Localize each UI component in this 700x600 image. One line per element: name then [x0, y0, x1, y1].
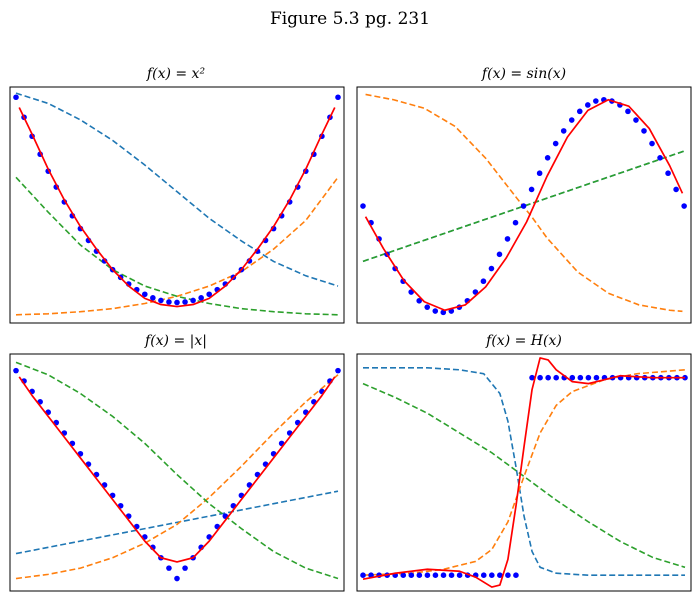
data-point: [520, 203, 527, 209]
data-point: [182, 565, 188, 571]
data-point: [472, 289, 479, 295]
data-point: [625, 108, 631, 115]
data-point: [360, 572, 366, 578]
basis-line-3: [362, 150, 686, 263]
data-point: [174, 299, 180, 306]
data-point: [536, 170, 543, 177]
data-point: [585, 102, 591, 108]
data-point: [416, 297, 423, 304]
data-point: [166, 299, 172, 305]
data-point: [400, 572, 407, 578]
data-point: [142, 291, 148, 298]
subplot-title: f(x) = sin(x): [481, 66, 566, 82]
data-point: [576, 108, 583, 115]
fit-line: [362, 357, 685, 588]
axes-frame: [356, 86, 692, 324]
data-point: [593, 374, 600, 381]
data-point: [497, 572, 503, 578]
data-point: [496, 251, 503, 258]
data-point: [513, 572, 519, 578]
data-point: [673, 186, 679, 193]
data-point: [568, 117, 575, 123]
data-point: [158, 297, 164, 304]
data-point: [13, 367, 19, 374]
subplot-title: f(x) = H(x): [485, 333, 562, 349]
data-point: [335, 94, 341, 101]
data-point: [174, 575, 180, 582]
basis-line-2: [362, 369, 686, 576]
basis-line-3: [362, 382, 686, 569]
data-point: [649, 140, 655, 147]
data-point: [641, 128, 647, 134]
basis-line-2: [15, 374, 339, 580]
data-point: [633, 374, 640, 381]
data-point: [529, 374, 535, 381]
axes-frame: [9, 86, 345, 324]
data-point: [681, 203, 687, 209]
data-point: [505, 572, 511, 578]
basis-line-2: [365, 93, 683, 313]
data-point: [416, 572, 423, 578]
data-point: [424, 304, 431, 310]
data-point: [182, 299, 188, 305]
data-point: [577, 374, 584, 381]
subplot-x-squared: f(x) = x²: [9, 66, 345, 324]
data-point: [480, 572, 487, 578]
data-point: [593, 98, 599, 104]
subplot-abs: f(x) = |x|: [9, 333, 345, 592]
data-point: [150, 295, 156, 301]
data-point: [585, 374, 592, 381]
data-point: [448, 572, 455, 578]
data-point: [512, 219, 519, 226]
data-point: [528, 186, 535, 193]
data-point: [489, 572, 495, 578]
data-point: [633, 117, 639, 123]
fit-line: [18, 376, 336, 563]
axes-frame: [356, 353, 692, 592]
basis-line-2: [15, 176, 339, 316]
data-point: [504, 236, 511, 242]
data-point: [560, 128, 567, 134]
data-point: [206, 291, 212, 298]
data-point: [544, 155, 551, 161]
subplot-sine: f(x) = sin(x): [356, 66, 692, 324]
data-point: [440, 572, 447, 578]
data-point: [553, 374, 559, 381]
data-point: [488, 265, 495, 272]
data-point: [335, 367, 341, 374]
data-point: [400, 278, 406, 285]
basis-line-3: [15, 361, 339, 580]
figure-title: Figure 5.3 pg. 231: [270, 9, 430, 29]
data-point: [424, 572, 431, 578]
data-point: [190, 297, 196, 304]
basis-line-1: [15, 490, 339, 555]
data-point: [552, 140, 559, 147]
basis-line-1: [15, 92, 339, 287]
data-point: [456, 572, 463, 578]
data-point: [480, 278, 487, 285]
fit-line: [364, 98, 684, 312]
data-point: [432, 572, 439, 578]
subplot-title: f(x) = x²: [146, 66, 206, 82]
basis-line-1: [363, 367, 685, 576]
data-point: [166, 565, 172, 571]
data-point: [360, 203, 366, 209]
data-point: [569, 374, 576, 381]
subplot-heaviside: f(x) = H(x): [356, 333, 692, 592]
data-point: [665, 170, 671, 177]
data-point: [545, 374, 551, 381]
axes-frame: [9, 353, 345, 592]
fit-line: [18, 107, 336, 308]
data-point: [432, 308, 439, 314]
data-point: [537, 374, 543, 381]
data-point: [408, 572, 415, 578]
data-point: [657, 155, 663, 161]
data-point: [198, 295, 204, 301]
data-point: [13, 94, 19, 101]
subplot-title: f(x) = |x|: [144, 333, 207, 349]
basis-line-3: [15, 176, 339, 316]
